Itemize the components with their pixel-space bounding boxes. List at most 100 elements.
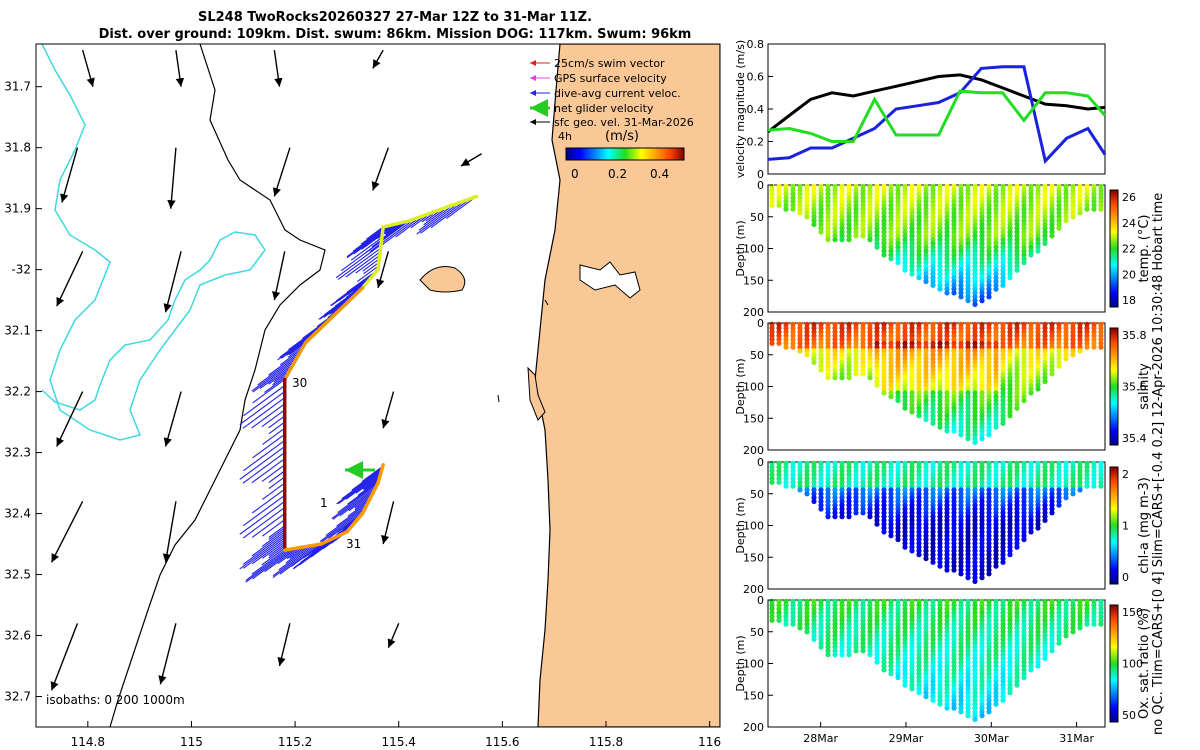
section-data-point xyxy=(895,674,901,681)
section-data-point xyxy=(860,359,866,365)
section-data-point xyxy=(874,237,880,243)
section-data-point xyxy=(930,363,936,369)
section-data-point xyxy=(986,195,992,201)
section-data-point xyxy=(902,464,908,470)
section-data-point xyxy=(1007,552,1013,558)
section-data-point xyxy=(1035,240,1041,246)
section-data-point xyxy=(923,191,929,197)
section-data-point xyxy=(874,495,880,501)
section-data-point xyxy=(937,625,943,631)
section-data-point xyxy=(937,329,943,335)
section-data-point xyxy=(1035,375,1041,381)
section-data-point xyxy=(923,640,929,646)
section-data-point xyxy=(1084,475,1090,482)
section-data-point xyxy=(804,191,810,197)
section-data-point xyxy=(1049,221,1055,227)
section-data-point xyxy=(986,340,992,346)
section-data-point xyxy=(930,382,936,388)
section-data-point xyxy=(1091,472,1097,478)
section-data-point xyxy=(1028,652,1034,658)
section-data-point xyxy=(993,240,999,246)
section-data-point xyxy=(986,693,992,700)
section-data-point xyxy=(804,472,810,478)
section-data-point xyxy=(993,183,999,189)
section-data-point xyxy=(930,321,936,327)
section-data-point xyxy=(937,394,943,400)
section-data-point xyxy=(888,237,894,243)
section-data-point xyxy=(839,371,845,377)
section-data-point xyxy=(797,598,803,604)
section-data-point xyxy=(860,640,866,646)
map-panel: 114.8 115 115.2 115.4 115.6 115.8 11631.731.83… xyxy=(4,43,721,749)
section-data-point xyxy=(972,659,978,665)
section-data-point xyxy=(867,336,873,343)
geostrophic-vectors xyxy=(50,49,482,691)
section-data-point xyxy=(881,491,887,497)
section-data-point xyxy=(1098,191,1104,197)
section-data-point xyxy=(951,367,957,373)
section-data-point xyxy=(937,409,943,415)
section-data-point xyxy=(867,629,873,635)
section-data-point xyxy=(874,348,880,354)
section-data-point xyxy=(839,218,845,224)
section-data-point xyxy=(853,340,859,346)
section-data-point xyxy=(993,271,999,277)
section-data-point xyxy=(1028,359,1034,365)
section-data-point xyxy=(937,424,943,430)
section-data-point xyxy=(888,610,894,616)
section-data-point xyxy=(1098,183,1104,189)
section-data-point xyxy=(993,214,999,220)
dive-avg-current-vector xyxy=(268,366,292,385)
section-data-point xyxy=(1007,256,1013,262)
section-data-point xyxy=(972,552,978,558)
section-data-point xyxy=(993,625,999,631)
section-data-point xyxy=(860,625,866,631)
section-data-point xyxy=(965,479,971,485)
section-data-point xyxy=(937,648,943,654)
section-data-point xyxy=(1035,633,1041,639)
section-colorbar xyxy=(1109,466,1119,585)
section-data-point xyxy=(930,405,936,411)
dive-avg-current-vector xyxy=(416,202,460,235)
section-data-point xyxy=(972,555,978,562)
dive-avg-current-vector xyxy=(321,510,365,543)
section-data-point xyxy=(923,329,929,335)
section-data-point xyxy=(1049,640,1055,646)
section-data-point xyxy=(951,629,957,635)
section-data-point xyxy=(916,263,922,269)
section-data-point xyxy=(776,195,782,201)
section-data-point xyxy=(979,325,985,331)
section-data-point xyxy=(832,652,838,658)
section-data-point xyxy=(1070,214,1076,220)
section-data-point xyxy=(923,629,929,635)
section-data-point xyxy=(923,667,929,673)
section-data-point xyxy=(979,286,985,292)
section-data-point xyxy=(951,506,957,512)
section-data-point xyxy=(811,206,817,212)
section-data-point xyxy=(986,529,992,535)
section-data-point xyxy=(923,390,929,396)
section-data-point xyxy=(965,428,971,434)
section-data-point xyxy=(1028,363,1034,369)
section-data-point xyxy=(769,464,775,470)
section-data-point xyxy=(972,713,978,719)
section-data-point xyxy=(951,674,957,681)
section-data-point xyxy=(895,491,901,497)
dive-avg-current-vector xyxy=(361,233,383,250)
section-data-point xyxy=(923,214,929,220)
section-data-point xyxy=(825,218,831,224)
section-data-point xyxy=(923,468,929,474)
section-data-point xyxy=(951,563,957,569)
section-data-point xyxy=(923,491,929,497)
section-data-point xyxy=(930,375,936,381)
section-data-point xyxy=(923,674,929,681)
section-data-point xyxy=(909,610,915,616)
section-data-point xyxy=(993,636,999,643)
section-data-point xyxy=(902,648,908,654)
section-data-point xyxy=(986,420,992,426)
section-data-point xyxy=(1021,359,1027,365)
section-data-point xyxy=(1000,267,1006,273)
section-data-point xyxy=(993,555,999,562)
section-data-point xyxy=(1021,498,1027,504)
